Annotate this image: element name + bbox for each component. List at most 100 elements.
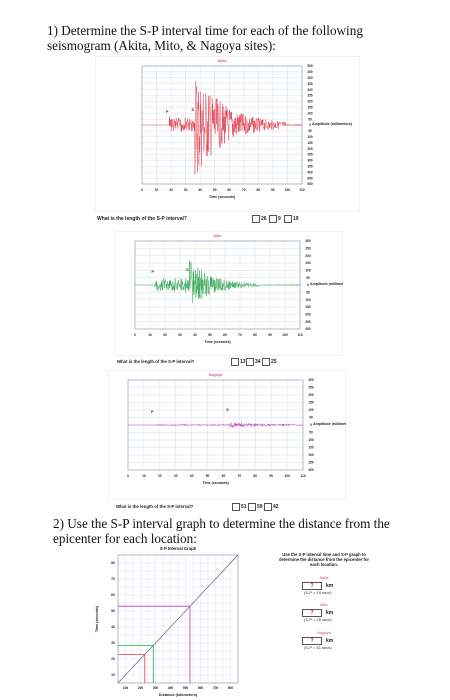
y-tick-label: 150 [307,106,313,110]
y-tick-label: 300 [308,378,314,382]
x-tick-label: 10 [155,188,159,192]
x-tick-label: 40 [198,188,202,192]
x-tick-label: 70 [238,333,242,337]
y-tick-label: 200 [307,147,313,151]
checkbox[interactable] [248,503,256,511]
x-tick-label: 20 [158,474,162,478]
interval-mito: (S-P = 25 secs) [304,617,332,622]
y-tick-label: 50 [306,291,310,295]
x-tick-label: 50 [208,333,212,337]
x-tick-label: 800 [228,686,234,690]
y-tick-label: 60 [111,593,115,597]
x-tick-label: 80 [253,333,257,337]
y-tick-label: 400 [307,76,313,80]
x-tick-label: 80 [257,188,261,192]
answer-box-mito[interactable]: ? [302,609,322,617]
checkbox[interactable] [262,358,270,366]
question-2-line1: 2) Use the S-P interval graph to determi… [53,516,390,531]
p-wave-label: P [166,110,169,114]
y-axis-label: Time (seconds) [95,605,99,632]
station-title: Mito [214,234,222,238]
x-tick-label: 600 [198,686,204,690]
choice-akita-2[interactable]: 9 [269,215,281,223]
x-tick-label: 100 [123,686,129,690]
choice-label: 9 [278,216,281,222]
checkbox[interactable] [246,358,254,366]
y-tick-label: 100 [305,269,311,273]
y-axis-label: Amplitude (millimeters) [312,122,353,126]
answer-box-nagoya[interactable]: ? [302,637,322,645]
unknown-mark: ? [310,610,314,616]
y-tick-label: 100 [307,111,313,115]
location-mito: Mito [320,602,328,607]
x-axis-label: Distance (kilometers) [159,693,198,697]
y-tick-label: 450 [307,176,313,180]
choice-mito-1[interactable]: 13 [231,358,246,366]
choice-nagoya-2[interactable]: 59 [248,503,263,511]
answer-box-akita[interactable]: ? [302,582,322,590]
choice-label: 19 [293,216,299,222]
y-tick-label: 100 [308,438,314,442]
y-tick-label: 150 [308,446,314,450]
x-tick-label: 20 [169,188,173,192]
x-tick-label: 60 [227,188,231,192]
s-wave-label: S [192,108,195,112]
question-nagoya: What is the length of the S-P interval? [116,504,194,509]
checkbox[interactable] [232,503,240,511]
y-tick-label: 200 [305,254,311,258]
y-axis-label: Amplitude (millimeters) [313,422,346,426]
panel-border [95,56,360,212]
unknown-mark: ? [310,583,314,589]
unit-label: km [326,583,334,589]
x-tick-label: 40 [190,474,194,478]
y-tick-label: 350 [307,82,313,86]
x-tick-label: 110 [300,474,305,478]
y-tick-label: 250 [305,247,311,251]
x-axis-label: Time (seconds) [209,195,236,199]
checkbox[interactable] [252,215,260,223]
location-nagoya: Nagoya [317,630,331,635]
unit-label: km [326,638,334,644]
choice-akita-3[interactable]: 19 [284,215,299,223]
choice-nagoya-1[interactable]: 51 [232,503,247,511]
unknown-mark: ? [310,638,314,644]
station-title: Nagoya [209,373,224,377]
y-tick-label: 200 [305,313,311,317]
seismogram-mito: Mito 0 10 20 30 40 50 60 70 80 90 100 110 300 250 200 15… [115,231,343,356]
checkbox[interactable] [269,215,277,223]
choice-nagoya-3[interactable]: 42 [264,503,279,511]
plot-frame [117,554,239,684]
seismogram-akita: Akita 0 10 20 30 40 50 60 70 80 90 100 110 500 450 400 3… [95,56,360,212]
y-tick-label: 300 [307,88,313,92]
question-1-line2: seismogram (Akita, Mito, & Nagoya sites)… [47,38,276,53]
y-tick-label: 50 [306,276,310,280]
location-akita: Akita [319,575,329,580]
s-wave-label: S [186,268,189,272]
y-tick-label: 80 [111,561,115,565]
y-tick-label: 50 [308,117,312,121]
x-tick-label: 90 [271,188,275,192]
choice-akita-1[interactable]: 26 [252,215,267,223]
seismogram-nagoya: Nagoya 0 10 20 30 40 50 60 70 80 90 100 110 300 250 200… [108,370,346,500]
panel-border [115,231,343,356]
choice-mito-2[interactable]: 34 [246,358,261,366]
x-tick-label: 30 [178,333,182,337]
checkbox[interactable] [264,503,272,511]
choice-label: 42 [273,504,279,510]
y-tick-label: 250 [307,153,313,157]
x-tick-label: 100 [285,188,291,192]
sp-interval-graph-chart: S-P Interval Graph 80 70 60 50 40 30 20 10 100 200… [95,546,239,697]
y-tick-label: 300 [307,159,313,163]
y-tick-label: 100 [308,408,314,412]
checkbox[interactable] [231,358,239,366]
y-tick-label: 500 [307,64,313,68]
choice-mito-3[interactable]: 25 [262,358,277,366]
x-tick-label: 70 [238,474,242,478]
checkbox[interactable] [284,215,292,223]
station-title: Akita [217,59,227,63]
y-tick-label: 450 [307,70,313,74]
sp-curve [117,554,239,684]
sp-graph-title: S-P Interval Graph [160,546,197,551]
